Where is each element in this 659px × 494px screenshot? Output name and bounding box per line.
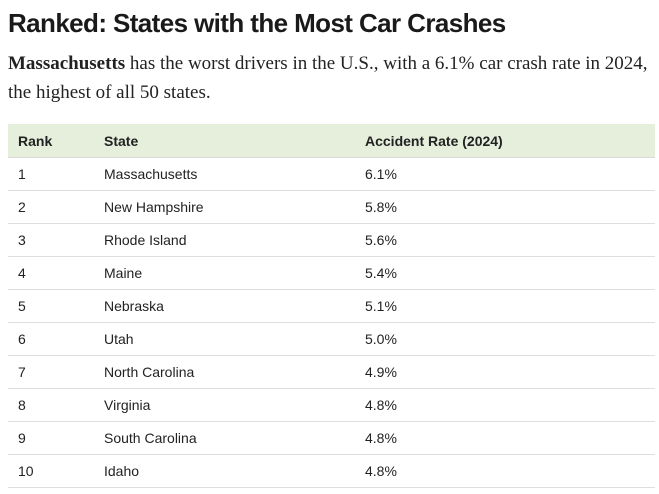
table-row: 7 North Carolina 4.9% [8, 355, 655, 389]
header-state: State [94, 124, 355, 158]
table-row: 3 Rhode Island 5.6% [8, 223, 655, 257]
table-row: 5 Nebraska 5.1% [8, 289, 655, 323]
table-row: 10 Idaho 4.8% [8, 454, 655, 488]
rank-cell: 1 [8, 157, 94, 191]
rate-cell: 4.9% [355, 355, 655, 389]
rate-cell: 4.8% [355, 421, 655, 455]
state-cell: Nebraska [94, 289, 355, 323]
rate-cell: 5.0% [355, 322, 655, 356]
rate-cell: 4.8% [355, 388, 655, 422]
rank-cell: 4 [8, 256, 94, 290]
rank-cell: 2 [8, 190, 94, 224]
rate-cell: 5.8% [355, 190, 655, 224]
page-title: Ranked: States with the Most Car Crashes [8, 8, 506, 38]
state-cell: Massachusetts [94, 157, 355, 191]
article: Ranked: States with the Most Car Crashes… [8, 0, 655, 488]
rank-cell: 7 [8, 355, 94, 389]
header-accident-rate: Accident Rate (2024) [355, 124, 655, 158]
rank-cell: 8 [8, 388, 94, 422]
state-cell: Utah [94, 322, 355, 356]
state-cell: South Carolina [94, 421, 355, 455]
table-row: 8 Virginia 4.8% [8, 388, 655, 422]
table-row: 1 Massachusetts 6.1% [8, 157, 655, 191]
intro-paragraph: Massachusetts has the worst drivers in t… [8, 49, 655, 107]
table-header-row: Rank State Accident Rate (2024) [8, 124, 655, 158]
rank-cell: 9 [8, 421, 94, 455]
rate-cell: 5.6% [355, 223, 655, 257]
rank-cell: 3 [8, 223, 94, 257]
header-rank: Rank [8, 124, 94, 158]
rank-cell: 5 [8, 289, 94, 323]
rank-cell: 10 [8, 454, 94, 488]
state-cell: New Hampshire [94, 190, 355, 224]
table-row: 6 Utah 5.0% [8, 322, 655, 356]
state-cell: Rhode Island [94, 223, 355, 257]
rate-cell: 4.8% [355, 454, 655, 488]
rate-cell: 5.4% [355, 256, 655, 290]
rate-cell: 6.1% [355, 157, 655, 191]
ranking-table: Rank State Accident Rate (2024) 1 Massac… [8, 124, 655, 488]
intro-bold-lead: Massachusetts [8, 53, 126, 74]
state-cell: Maine [94, 256, 355, 290]
table-row: 9 South Carolina 4.8% [8, 421, 655, 455]
table-row: 2 New Hampshire 5.8% [8, 190, 655, 224]
intro-text: has the worst drivers in the U.S., with … [8, 53, 648, 103]
state-cell: Virginia [94, 388, 355, 422]
state-cell: Idaho [94, 454, 355, 488]
rate-cell: 5.1% [355, 289, 655, 323]
table-row: 4 Maine 5.4% [8, 256, 655, 290]
rank-cell: 6 [8, 322, 94, 356]
state-cell: North Carolina [94, 355, 355, 389]
